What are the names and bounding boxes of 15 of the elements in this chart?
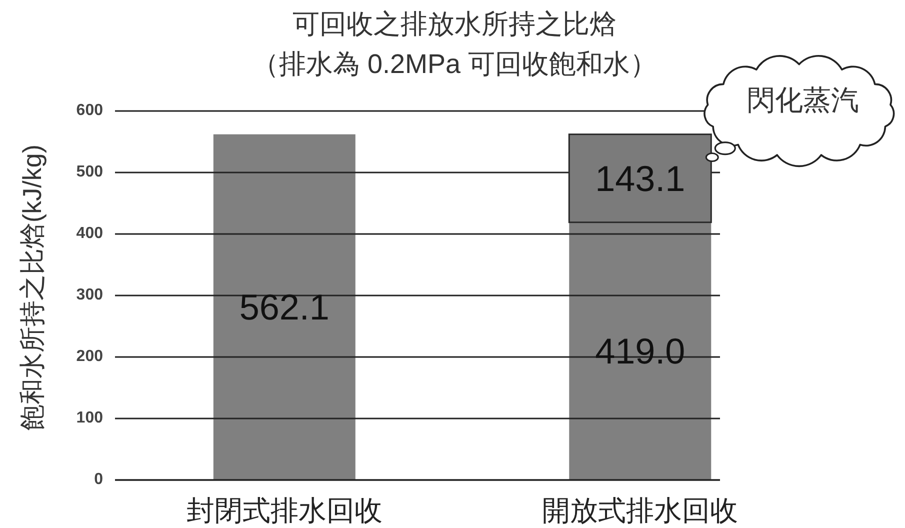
- data-label: 562.1: [239, 286, 330, 328]
- chart-title: 可回收之排放水所持之比焓: [292, 9, 616, 39]
- data-label: 143.1: [595, 158, 686, 199]
- x-tick-label: 封閉式排水回收: [186, 495, 382, 526]
- x-tick-label: 開放式排水回收: [542, 495, 738, 526]
- y-tick-label: 200: [76, 348, 104, 366]
- y-tick-label: 600: [76, 102, 104, 120]
- y-tick-label: 300: [76, 286, 104, 304]
- y-tick-label: 0: [94, 471, 104, 488]
- chart-subtitle: （排水為 0.2MPa 可回收飽和水）: [252, 49, 658, 79]
- y-tick-label: 500: [76, 164, 104, 181]
- y-tick-label: 400: [76, 225, 104, 242]
- y-axis-title: 飽和水所持之比焓(kJ/kg): [16, 144, 47, 430]
- y-tick-label: 100: [76, 410, 104, 427]
- series-label: 閃化蒸汽: [747, 84, 860, 116]
